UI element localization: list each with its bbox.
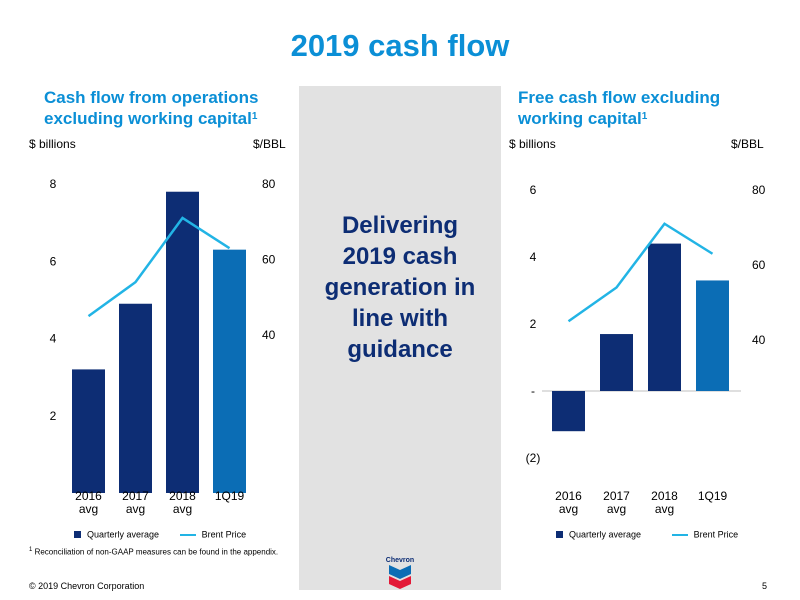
left-bar <box>213 249 246 493</box>
legend-line-label: Brent Price <box>201 529 247 540</box>
page-number: 5 <box>762 581 768 591</box>
page-title: 2019 cash flow <box>290 28 510 63</box>
right-left-tick-label: (2) <box>526 451 541 465</box>
footnote: 1 Reconciliation of non-GAAP measures ca… <box>29 547 278 557</box>
right-left-tick-label: 6 <box>530 183 537 197</box>
left-category-label: avg <box>79 502 98 516</box>
logo-wordmark: Chevron <box>386 557 414 564</box>
right-category-label: 2017 <box>603 489 630 503</box>
middle-message-line: Delivering <box>341 212 459 239</box>
right-chart-title-sup: 1 <box>641 111 648 122</box>
left-bar <box>119 303 152 493</box>
right-left-tick-label: 4 <box>530 250 537 264</box>
left-chart-title-line2-wrap: excluding working capital1 <box>44 108 258 129</box>
left-chart-title-sup: 1 <box>251 111 258 122</box>
middle-message-line: guidance <box>347 336 453 363</box>
right-left-tick-label: - <box>531 384 535 398</box>
right-right-tick-label: 40 <box>752 333 766 347</box>
right-bar <box>552 391 585 432</box>
right-left-tick-label: 2 <box>530 317 537 331</box>
left-right-tick-label: 60 <box>262 253 276 267</box>
left-category-label: 2017 <box>122 489 149 503</box>
middle-message-line: line with <box>352 305 448 332</box>
legend-bar-swatch <box>556 531 563 539</box>
right-bar <box>696 280 729 391</box>
left-ylabel-right: $/BBL <box>253 137 286 151</box>
left-brent-line <box>87 216 231 318</box>
left-right-tick-label: 80 <box>262 177 276 191</box>
right-category-label: avg <box>655 502 674 516</box>
middle-message-line: generation in <box>324 274 476 301</box>
right-category-label: 2016 <box>555 489 582 503</box>
left-left-tick-label: 8 <box>50 177 57 191</box>
right-ylabel-left: $ billions <box>509 137 556 151</box>
left-left-tick-label: 4 <box>50 332 57 346</box>
left-chart-title-line1: Cash flow from operations <box>44 88 259 107</box>
right-bar <box>600 334 633 391</box>
chevron-logo: Chevron <box>386 557 414 589</box>
legend-bar-label: Quarterly average <box>87 529 160 540</box>
left-left-tick-label: 6 <box>50 254 57 268</box>
left-category-label: 2018 <box>169 489 196 503</box>
left-chart-title-line2: excluding working capital <box>44 109 252 128</box>
right-legend: Quarterly average Brent Price <box>556 529 738 540</box>
right-ylabel-right: $/BBL <box>731 137 764 151</box>
left-bar <box>166 191 199 493</box>
left-category-label: avg <box>173 502 192 516</box>
right-right-tick-label: 80 <box>752 183 766 197</box>
right-chart-title-line1: Free cash flow excluding <box>518 88 721 107</box>
legend-line-swatch <box>179 533 196 536</box>
legend-bar-swatch <box>74 531 81 539</box>
right-right-tick-label: 60 <box>752 258 766 272</box>
right-chart-title: Free cash flow excluding working capital… <box>518 87 720 129</box>
middle-message-line: 2019 cash <box>342 243 458 270</box>
right-chart-title-line2-wrap: working capital1 <box>518 108 720 129</box>
left-right-tick-label: 40 <box>262 328 276 342</box>
right-bar <box>648 243 681 391</box>
chevron-logo-lower-icon <box>389 576 411 589</box>
footnote-text: Reconciliation of non-GAAP measures can … <box>34 547 279 557</box>
legend-line-label: Brent Price <box>693 529 739 540</box>
right-category-label: avg <box>559 502 578 516</box>
right-category-label: avg <box>607 502 626 516</box>
left-ylabel-left: $ billions <box>29 137 76 151</box>
left-bar <box>72 369 105 493</box>
left-category-label: 1Q19 <box>215 489 245 503</box>
left-left-tick-label: 2 <box>50 409 57 423</box>
copyright: © 2019 Chevron Corporation <box>29 581 145 591</box>
right-category-label: 2018 <box>651 489 678 503</box>
right-category-label: 1Q19 <box>698 489 728 503</box>
footnote-mark: 1 <box>29 547 33 553</box>
right-chart-title-line2: working capital <box>518 109 642 128</box>
left-chart-title: Cash flow from operations excluding work… <box>44 87 258 129</box>
left-category-label: avg <box>126 502 145 516</box>
legend-line-swatch <box>671 533 688 536</box>
chevron-logo-upper-icon <box>389 565 411 579</box>
legend-bar-label: Quarterly average <box>569 529 642 540</box>
middle-panel: Delivering 2019 cash generation in line … <box>299 86 501 590</box>
middle-message: Delivering 2019 cash generation in line … <box>299 210 501 365</box>
left-category-label: 2016 <box>75 489 102 503</box>
right-brent-line <box>567 222 714 323</box>
left-legend: Quarterly average Brent Price <box>74 529 246 540</box>
